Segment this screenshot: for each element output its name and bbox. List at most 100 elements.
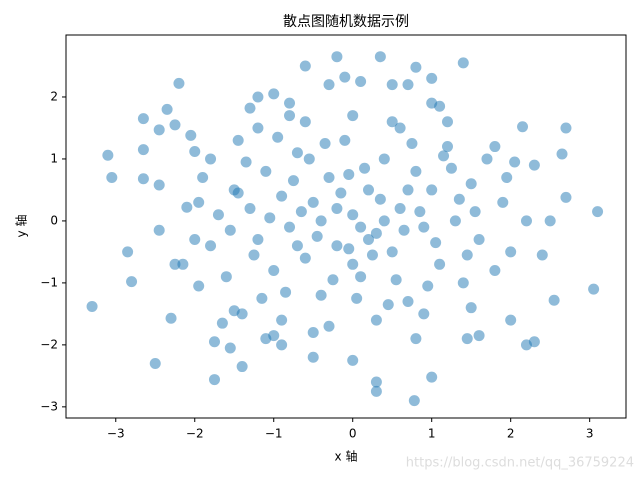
- point: [343, 243, 355, 255]
- point: [592, 206, 604, 218]
- point: [370, 314, 382, 326]
- point: [280, 286, 292, 298]
- point: [315, 215, 327, 227]
- point: [370, 376, 382, 388]
- point: [520, 215, 532, 227]
- y-tick-label: 1: [50, 151, 58, 165]
- point: [441, 116, 453, 128]
- point: [220, 271, 232, 283]
- y-tick-label: −1: [40, 275, 58, 289]
- point: [489, 265, 501, 277]
- point: [284, 221, 296, 233]
- point: [422, 280, 434, 292]
- point: [465, 178, 477, 190]
- point: [453, 193, 465, 205]
- point: [291, 240, 303, 252]
- point: [544, 215, 556, 227]
- point: [461, 333, 473, 345]
- point: [347, 209, 359, 221]
- point: [240, 156, 252, 168]
- point: [347, 258, 359, 270]
- point: [252, 122, 264, 134]
- point: [303, 153, 315, 165]
- point: [481, 153, 493, 165]
- point: [177, 258, 189, 270]
- point: [193, 280, 205, 292]
- point: [276, 314, 288, 326]
- point: [323, 79, 335, 91]
- point: [445, 162, 457, 174]
- point: [331, 51, 343, 63]
- point: [291, 147, 303, 159]
- point: [588, 283, 600, 295]
- point: [244, 102, 256, 114]
- point: [268, 330, 280, 342]
- point: [426, 371, 438, 383]
- point: [169, 258, 181, 270]
- point: [137, 113, 149, 125]
- point: [260, 165, 272, 177]
- point: [307, 326, 319, 338]
- point: [216, 317, 228, 329]
- point: [307, 351, 319, 363]
- point: [236, 361, 248, 373]
- point: [461, 249, 473, 261]
- point: [224, 342, 236, 354]
- point: [374, 51, 386, 63]
- x-tick-label: 2: [507, 427, 515, 441]
- point: [181, 201, 193, 213]
- point: [149, 357, 161, 369]
- point: [560, 191, 572, 203]
- point: [418, 308, 430, 320]
- point: [189, 234, 201, 246]
- point: [232, 134, 244, 146]
- point: [284, 110, 296, 122]
- point: [402, 184, 414, 196]
- point: [272, 131, 284, 143]
- point: [173, 77, 185, 89]
- point: [359, 162, 371, 174]
- point: [311, 230, 323, 242]
- x-tick-label: −1: [265, 427, 283, 441]
- point: [505, 246, 517, 258]
- point: [299, 116, 311, 128]
- point: [137, 173, 149, 185]
- point: [205, 240, 217, 252]
- point: [370, 385, 382, 397]
- point: [189, 146, 201, 158]
- point: [414, 206, 426, 218]
- point: [469, 206, 481, 218]
- x-tick-label: 3: [586, 427, 594, 441]
- point: [501, 172, 513, 184]
- point: [276, 339, 288, 351]
- point: [268, 265, 280, 277]
- point: [560, 122, 572, 134]
- point: [307, 196, 319, 208]
- point: [287, 175, 299, 187]
- point: [343, 168, 355, 180]
- point: [363, 234, 375, 246]
- point: [335, 187, 347, 199]
- point: [295, 206, 307, 218]
- point: [244, 203, 256, 215]
- point: [264, 212, 276, 224]
- point: [339, 71, 351, 83]
- point: [276, 190, 288, 202]
- y-tick-label: 2: [50, 89, 58, 103]
- point: [394, 122, 406, 134]
- point: [441, 141, 453, 153]
- point: [323, 172, 335, 184]
- point: [355, 75, 367, 87]
- point: [315, 289, 327, 301]
- point: [323, 320, 335, 332]
- point: [122, 246, 134, 258]
- point: [252, 234, 264, 246]
- point: [331, 203, 343, 215]
- point: [489, 141, 501, 153]
- point: [382, 299, 394, 311]
- point: [426, 184, 438, 196]
- point: [370, 227, 382, 239]
- point: [410, 165, 422, 177]
- point: [197, 172, 209, 184]
- point: [208, 374, 220, 386]
